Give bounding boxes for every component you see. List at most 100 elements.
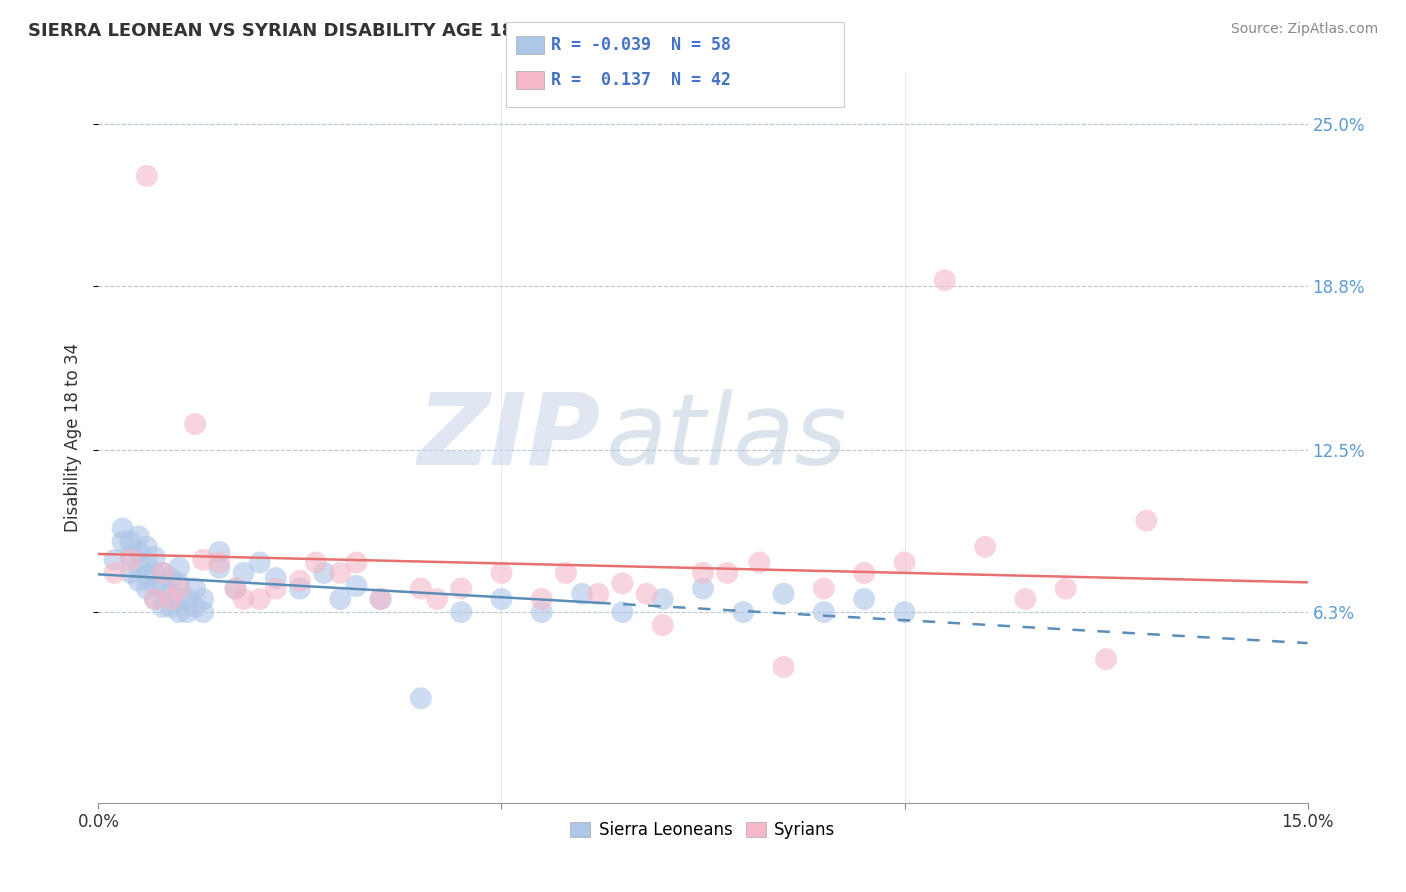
- Point: [530, 592, 553, 607]
- Point: [893, 605, 915, 619]
- Point: [692, 582, 714, 596]
- Point: [152, 566, 174, 580]
- Point: [135, 568, 157, 582]
- Point: [152, 566, 174, 580]
- Point: [329, 592, 352, 607]
- Point: [370, 592, 392, 607]
- Point: [716, 566, 738, 580]
- Point: [167, 576, 190, 591]
- Point: [143, 550, 166, 565]
- Point: [208, 545, 231, 559]
- Point: [128, 545, 150, 559]
- Point: [1014, 592, 1036, 607]
- Point: [160, 592, 183, 607]
- Point: [692, 566, 714, 580]
- Point: [143, 566, 166, 580]
- Point: [288, 582, 311, 596]
- Point: [893, 556, 915, 570]
- Point: [651, 592, 673, 607]
- Point: [853, 566, 876, 580]
- Point: [409, 582, 432, 596]
- Point: [555, 566, 578, 580]
- Point: [111, 534, 134, 549]
- Point: [288, 574, 311, 588]
- Point: [176, 592, 198, 607]
- Text: R = -0.039  N = 58: R = -0.039 N = 58: [551, 36, 731, 54]
- Point: [409, 691, 432, 706]
- Text: ZIP: ZIP: [418, 389, 600, 485]
- Point: [491, 566, 513, 580]
- Point: [974, 540, 997, 554]
- Point: [813, 605, 835, 619]
- Point: [249, 592, 271, 607]
- Point: [152, 582, 174, 596]
- Point: [160, 599, 183, 614]
- Point: [344, 579, 367, 593]
- Point: [264, 582, 287, 596]
- Text: atlas: atlas: [606, 389, 848, 485]
- Point: [193, 553, 215, 567]
- Text: SIERRA LEONEAN VS SYRIAN DISABILITY AGE 18 TO 34 CORRELATION CHART: SIERRA LEONEAN VS SYRIAN DISABILITY AGE …: [28, 22, 801, 40]
- Point: [571, 587, 593, 601]
- Point: [184, 599, 207, 614]
- Point: [224, 582, 246, 596]
- Point: [329, 566, 352, 580]
- Point: [232, 566, 254, 580]
- Point: [450, 605, 472, 619]
- Point: [224, 582, 246, 596]
- Point: [450, 582, 472, 596]
- Point: [612, 576, 634, 591]
- Legend: Sierra Leoneans, Syrians: Sierra Leoneans, Syrians: [564, 814, 842, 846]
- Point: [160, 587, 183, 601]
- Point: [152, 599, 174, 614]
- Point: [135, 556, 157, 570]
- Point: [184, 417, 207, 431]
- Text: Source: ZipAtlas.com: Source: ZipAtlas.com: [1230, 22, 1378, 37]
- Point: [1095, 652, 1118, 666]
- Point: [370, 592, 392, 607]
- Point: [208, 556, 231, 570]
- Point: [120, 553, 142, 567]
- Point: [167, 582, 190, 596]
- Point: [135, 582, 157, 596]
- Point: [143, 579, 166, 593]
- Point: [160, 571, 183, 585]
- Point: [167, 592, 190, 607]
- Point: [586, 587, 609, 601]
- Point: [426, 592, 449, 607]
- Point: [772, 660, 794, 674]
- Point: [143, 592, 166, 607]
- Point: [249, 556, 271, 570]
- Point: [193, 592, 215, 607]
- Point: [135, 169, 157, 183]
- Point: [1054, 582, 1077, 596]
- Point: [264, 571, 287, 585]
- Point: [184, 582, 207, 596]
- Point: [143, 592, 166, 607]
- Point: [772, 587, 794, 601]
- Point: [167, 560, 190, 574]
- Point: [733, 605, 755, 619]
- Point: [232, 592, 254, 607]
- Point: [530, 605, 553, 619]
- Point: [314, 566, 336, 580]
- Point: [208, 560, 231, 574]
- Point: [934, 273, 956, 287]
- Point: [651, 618, 673, 632]
- Point: [167, 605, 190, 619]
- Point: [748, 556, 770, 570]
- Point: [1135, 514, 1157, 528]
- Point: [853, 592, 876, 607]
- Point: [193, 605, 215, 619]
- Text: R =  0.137  N = 42: R = 0.137 N = 42: [551, 71, 731, 89]
- Point: [636, 587, 658, 601]
- Point: [120, 534, 142, 549]
- Point: [305, 556, 328, 570]
- Point: [103, 566, 125, 580]
- Point: [103, 553, 125, 567]
- Point: [120, 566, 142, 580]
- Point: [128, 529, 150, 543]
- Point: [176, 605, 198, 619]
- Point: [111, 521, 134, 535]
- Point: [612, 605, 634, 619]
